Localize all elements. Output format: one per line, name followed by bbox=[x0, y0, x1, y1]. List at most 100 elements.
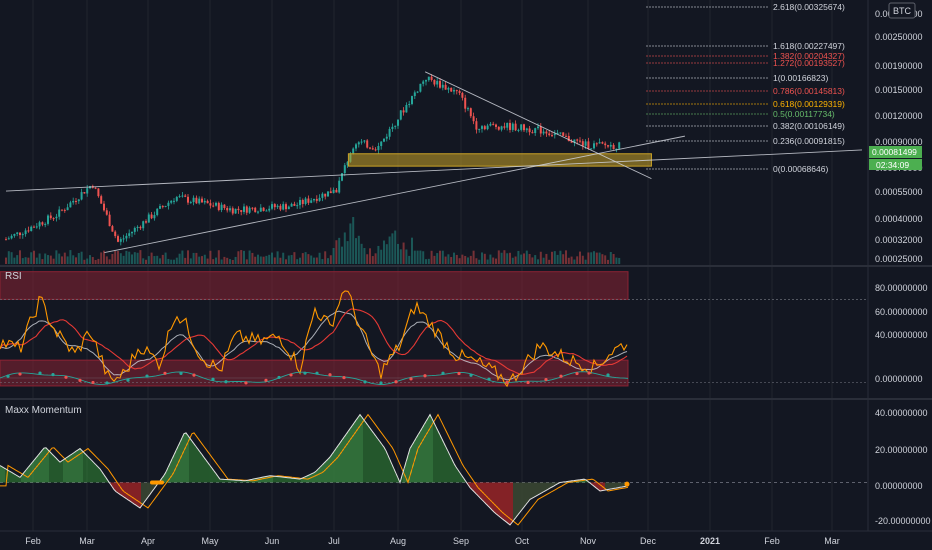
candle-body bbox=[105, 210, 108, 215]
candle-body bbox=[447, 87, 450, 90]
fib-label: 1.382(0.00204327) bbox=[773, 51, 845, 61]
fibonacci-levels[interactable]: 2.618(0.00325674) 1.618(0.00227497)1.382(… bbox=[646, 2, 845, 174]
candle-body bbox=[483, 126, 486, 130]
rsi-pane[interactable] bbox=[0, 271, 868, 388]
candle-body bbox=[545, 131, 548, 134]
candle-body bbox=[290, 203, 293, 207]
time-tick: May bbox=[201, 536, 219, 546]
volume-bar bbox=[408, 255, 411, 264]
candle-body bbox=[49, 215, 52, 219]
candle-body bbox=[195, 197, 198, 204]
osc-dot bbox=[105, 381, 109, 385]
candle-body bbox=[201, 198, 203, 203]
volume-bar bbox=[223, 256, 226, 264]
drawing-overlays[interactable] bbox=[5, 71, 863, 254]
volume-bar bbox=[159, 258, 161, 264]
rsi-tick: 0.00000000 bbox=[875, 374, 923, 384]
time-tick: Nov bbox=[580, 536, 597, 546]
volume-bar bbox=[360, 243, 363, 264]
price-tick: 0.00250000 bbox=[875, 32, 923, 42]
volume-bar bbox=[581, 255, 584, 264]
volume-bar bbox=[341, 246, 343, 264]
osc-dot bbox=[224, 380, 228, 384]
volume-bar bbox=[21, 258, 24, 264]
volume-bar bbox=[329, 255, 332, 264]
volume-bar bbox=[450, 257, 453, 264]
volume-bar bbox=[618, 257, 621, 264]
volume-bar bbox=[609, 251, 612, 264]
osc-dot bbox=[487, 377, 491, 381]
volume-bar bbox=[41, 259, 44, 264]
candle-body bbox=[604, 143, 607, 146]
last-price-tag: 0.00081499 bbox=[869, 146, 922, 158]
price-tick: 0.00040000 bbox=[875, 214, 923, 224]
volume-bar bbox=[203, 254, 206, 264]
rsi-title: RSI bbox=[5, 271, 22, 282]
volume-bar bbox=[517, 250, 520, 264]
volume-bar bbox=[324, 251, 327, 264]
candle-body bbox=[453, 90, 455, 92]
volume-bar bbox=[335, 240, 338, 264]
candle-body bbox=[458, 91, 461, 93]
candle-body bbox=[335, 189, 338, 193]
candle-body bbox=[467, 108, 469, 110]
candle-body bbox=[271, 204, 273, 209]
volume-bar bbox=[363, 248, 366, 264]
volume-bar bbox=[164, 252, 167, 264]
candle-body bbox=[531, 132, 534, 134]
volume-bar bbox=[262, 256, 265, 264]
candle-body bbox=[408, 104, 411, 106]
volume-bar bbox=[455, 254, 458, 264]
volume-bar bbox=[156, 255, 159, 264]
volume-bar bbox=[315, 257, 318, 264]
rsi-tick: 40.00000000 bbox=[875, 330, 928, 340]
volume-bar bbox=[483, 253, 486, 264]
volume-bar bbox=[523, 253, 525, 264]
volume-bar bbox=[349, 223, 352, 264]
volume-bar bbox=[441, 250, 444, 264]
candle-body bbox=[388, 128, 391, 137]
candle-body bbox=[383, 138, 385, 142]
candle-body bbox=[276, 205, 279, 208]
volume-bar bbox=[75, 257, 77, 264]
currency-badge[interactable]: BTC bbox=[888, 2, 916, 19]
candle-body bbox=[514, 123, 517, 131]
candle-body bbox=[100, 196, 103, 204]
candle-body bbox=[285, 204, 287, 210]
volume-bar bbox=[243, 250, 245, 264]
osc-dot bbox=[91, 380, 95, 385]
volume-bar bbox=[444, 256, 447, 264]
candle-body bbox=[374, 149, 377, 151]
candle-body bbox=[226, 207, 229, 211]
price-tick: 0.00090000 bbox=[875, 137, 923, 147]
candle-body bbox=[147, 214, 150, 223]
volume-bar bbox=[136, 252, 139, 264]
volume-bar bbox=[405, 249, 408, 264]
candle-body bbox=[167, 202, 170, 206]
time-tick: Mar bbox=[79, 536, 95, 546]
volume-bar bbox=[343, 232, 346, 264]
candle-body bbox=[567, 135, 570, 142]
fib-label: 2.618(0.00325674) bbox=[773, 2, 845, 12]
volume-bar bbox=[150, 252, 153, 264]
volume-bar bbox=[231, 259, 234, 264]
trendline-long bbox=[5, 149, 863, 192]
candle-body bbox=[598, 142, 601, 144]
momentum-current-dot bbox=[624, 481, 630, 487]
volume-bar bbox=[299, 257, 301, 264]
candle-body bbox=[13, 233, 16, 236]
volume-bar bbox=[545, 253, 548, 264]
candle-body bbox=[173, 200, 175, 202]
volume-bar bbox=[615, 257, 618, 264]
time-tick: 2021 bbox=[700, 536, 720, 546]
candle-body bbox=[439, 80, 441, 88]
volume-bar bbox=[472, 250, 475, 264]
volume-bar bbox=[108, 259, 111, 264]
volume-bar bbox=[268, 254, 271, 264]
candle-body bbox=[607, 145, 609, 147]
momentum-pane[interactable] bbox=[0, 413, 868, 526]
volume-bar bbox=[181, 250, 184, 264]
candle-body bbox=[492, 123, 495, 125]
volume-bar bbox=[91, 257, 94, 264]
